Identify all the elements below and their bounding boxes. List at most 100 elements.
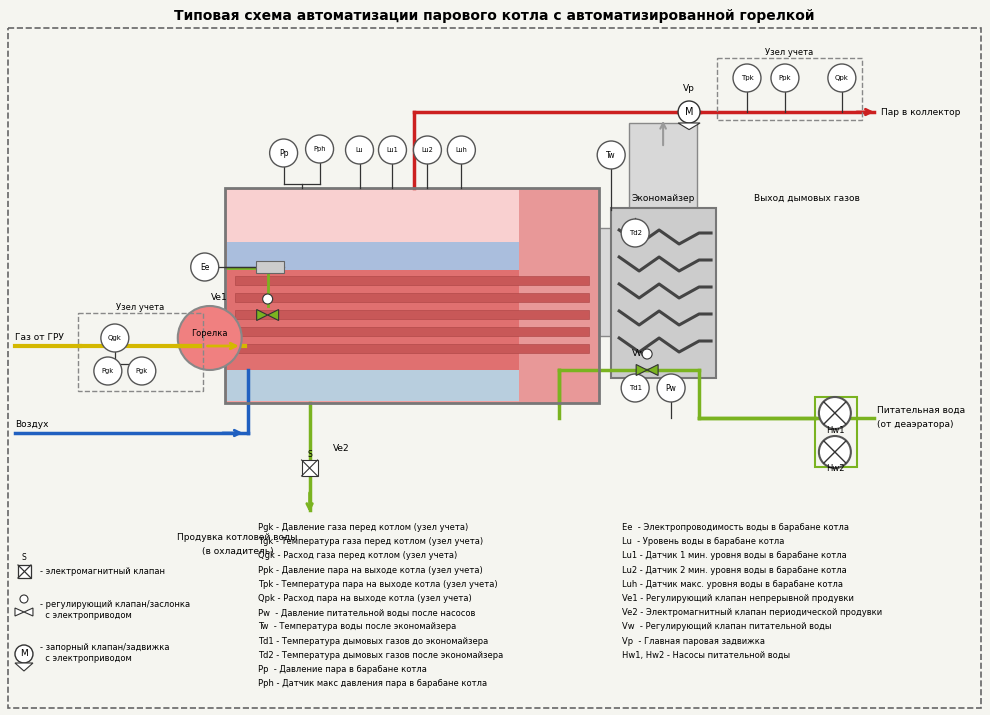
- Text: Ppk - Давление пара на выходе котла (узел учета): Ppk - Давление пара на выходе котла (узе…: [257, 566, 482, 575]
- Bar: [599, 228, 611, 336]
- Text: Типовая схема автоматизации парового котла с автоматизированной горелкой: Типовая схема автоматизации парового кот…: [174, 9, 815, 23]
- Text: Ve1: Ve1: [211, 292, 228, 302]
- Text: Td1 - Температура дымовых газов до экономайзера: Td1 - Температура дымовых газов до эконо…: [257, 636, 488, 646]
- Bar: [225, 188, 599, 403]
- Text: (от деаэратора): (от деаэратора): [877, 420, 953, 428]
- Text: - электромагнитный клапан: - электромагнитный клапан: [40, 566, 165, 576]
- Circle shape: [678, 101, 700, 123]
- Text: Luh: Luh: [455, 147, 467, 153]
- Polygon shape: [267, 310, 278, 320]
- Bar: [815, 397, 857, 467]
- Text: Tpk: Tpk: [741, 75, 753, 81]
- Circle shape: [621, 219, 649, 247]
- Circle shape: [94, 357, 122, 385]
- Circle shape: [262, 294, 272, 304]
- Polygon shape: [256, 310, 267, 320]
- Text: Lu  - Уровень воды в барабане котла: Lu - Уровень воды в барабане котла: [622, 537, 784, 546]
- Text: Pgk: Pgk: [136, 368, 148, 374]
- Circle shape: [128, 357, 155, 385]
- Text: Tw: Tw: [606, 150, 616, 159]
- Bar: [255, 261, 283, 273]
- Circle shape: [346, 136, 373, 164]
- Circle shape: [191, 253, 219, 281]
- Text: Ppk: Ppk: [779, 75, 791, 81]
- Text: Lu1 - Датчик 1 мин. уровня воды в барабане котла: Lu1 - Датчик 1 мин. уровня воды в бараба…: [622, 551, 846, 561]
- Text: - регулирующий клапан/заслонка
  с электроприводом: - регулирующий клапан/заслонка с электро…: [40, 601, 190, 620]
- Circle shape: [178, 306, 242, 370]
- Text: Hw1, Hw2 - Насосы питательной воды: Hw1, Hw2 - Насосы питательной воды: [622, 651, 790, 660]
- Text: Tgk - Температура газа перед котлом (узел учета): Tgk - Температура газа перед котлом (узе…: [257, 537, 483, 546]
- Bar: [227, 370, 597, 401]
- Text: Экономайзер: Экономайзер: [632, 194, 695, 202]
- Polygon shape: [24, 608, 33, 616]
- Polygon shape: [637, 365, 647, 375]
- Bar: [235, 293, 589, 302]
- Text: Td2: Td2: [629, 230, 642, 236]
- Text: Hw2: Hw2: [826, 463, 844, 473]
- Text: Pw: Pw: [665, 383, 676, 393]
- Text: M: M: [685, 107, 693, 117]
- Text: (в охладитель): (в охладитель): [202, 546, 273, 556]
- Bar: [235, 276, 589, 285]
- Circle shape: [819, 397, 850, 429]
- Bar: [78, 313, 203, 391]
- Text: Vp: Vp: [683, 84, 695, 92]
- Circle shape: [621, 374, 649, 402]
- Text: Продувка котловой воды: Продувка котловой воды: [177, 533, 298, 543]
- Bar: [302, 460, 318, 476]
- Bar: [630, 123, 697, 208]
- Text: Ee: Ee: [200, 262, 210, 272]
- Bar: [227, 190, 597, 242]
- Text: Ee  - Электропроводимость воды в барабане котла: Ee - Электропроводимость воды в барабане…: [622, 523, 849, 532]
- Polygon shape: [15, 663, 33, 671]
- Text: Pph - Датчик макс давления пара в барабане котла: Pph - Датчик макс давления пара в бараба…: [257, 679, 487, 689]
- Text: Ve1 - Регулирующий клапан непрерывной продувки: Ve1 - Регулирующий клапан непрерывной пр…: [622, 594, 854, 603]
- Circle shape: [101, 324, 129, 352]
- Circle shape: [597, 141, 625, 169]
- Text: Vw  - Регулирующий клапан питательной воды: Vw - Регулирующий клапан питательной вод…: [622, 622, 832, 631]
- Text: Qgk: Qgk: [108, 335, 122, 341]
- Circle shape: [15, 645, 33, 663]
- Text: Luh - Датчик макс. уровня воды в барабане котла: Luh - Датчик макс. уровня воды в барабан…: [622, 580, 843, 588]
- Bar: [235, 310, 589, 319]
- Text: Lu1: Lu1: [387, 147, 398, 153]
- Circle shape: [447, 136, 475, 164]
- Text: Td2 - Температура дымовых газов после экономайзера: Td2 - Температура дымовых газов после эк…: [257, 651, 503, 660]
- Text: Lu2 - Датчик 2 мин. уровня воды в барабане котла: Lu2 - Датчик 2 мин. уровня воды в бараба…: [622, 566, 846, 575]
- Circle shape: [306, 135, 334, 163]
- Text: Ve2 - Электромагнитный клапан периодической продувки: Ve2 - Электромагнитный клапан периодичес…: [622, 608, 882, 617]
- Text: M: M: [20, 649, 28, 659]
- Text: S: S: [307, 450, 312, 458]
- Bar: [235, 327, 589, 336]
- Bar: [225, 188, 599, 403]
- Polygon shape: [15, 608, 24, 616]
- Text: Воздух: Воздух: [15, 420, 49, 428]
- Bar: [207, 326, 225, 350]
- Bar: [611, 208, 716, 378]
- Polygon shape: [647, 365, 658, 375]
- Bar: [227, 242, 597, 270]
- Text: Lu2: Lu2: [422, 147, 434, 153]
- Text: Газ от ГРУ: Газ от ГРУ: [15, 332, 63, 342]
- Text: Узел учета: Узел учета: [116, 302, 164, 312]
- Circle shape: [269, 139, 298, 167]
- Text: Qpk - Расход пара на выходе котла (узел учета): Qpk - Расход пара на выходе котла (узел …: [257, 594, 471, 603]
- Polygon shape: [678, 123, 700, 129]
- Text: Hw1: Hw1: [826, 425, 844, 435]
- Text: Узел учета: Узел учета: [765, 47, 813, 56]
- Text: Qpk: Qpk: [835, 75, 848, 81]
- Bar: [227, 270, 597, 370]
- Circle shape: [643, 349, 652, 359]
- Text: Vw: Vw: [633, 348, 645, 358]
- Text: Pp: Pp: [279, 149, 288, 157]
- Circle shape: [20, 595, 28, 603]
- Circle shape: [819, 436, 850, 468]
- Text: Qgk - Расход газа перед котлом (узел учета): Qgk - Расход газа перед котлом (узел уче…: [257, 551, 457, 561]
- Text: S: S: [22, 553, 27, 563]
- Text: Pph: Pph: [313, 146, 326, 152]
- Text: Pgk: Pgk: [102, 368, 114, 374]
- Circle shape: [771, 64, 799, 92]
- Circle shape: [378, 136, 407, 164]
- Text: Pp  - Давление пара в барабане котла: Pp - Давление пара в барабане котла: [257, 665, 427, 674]
- Bar: [235, 344, 589, 353]
